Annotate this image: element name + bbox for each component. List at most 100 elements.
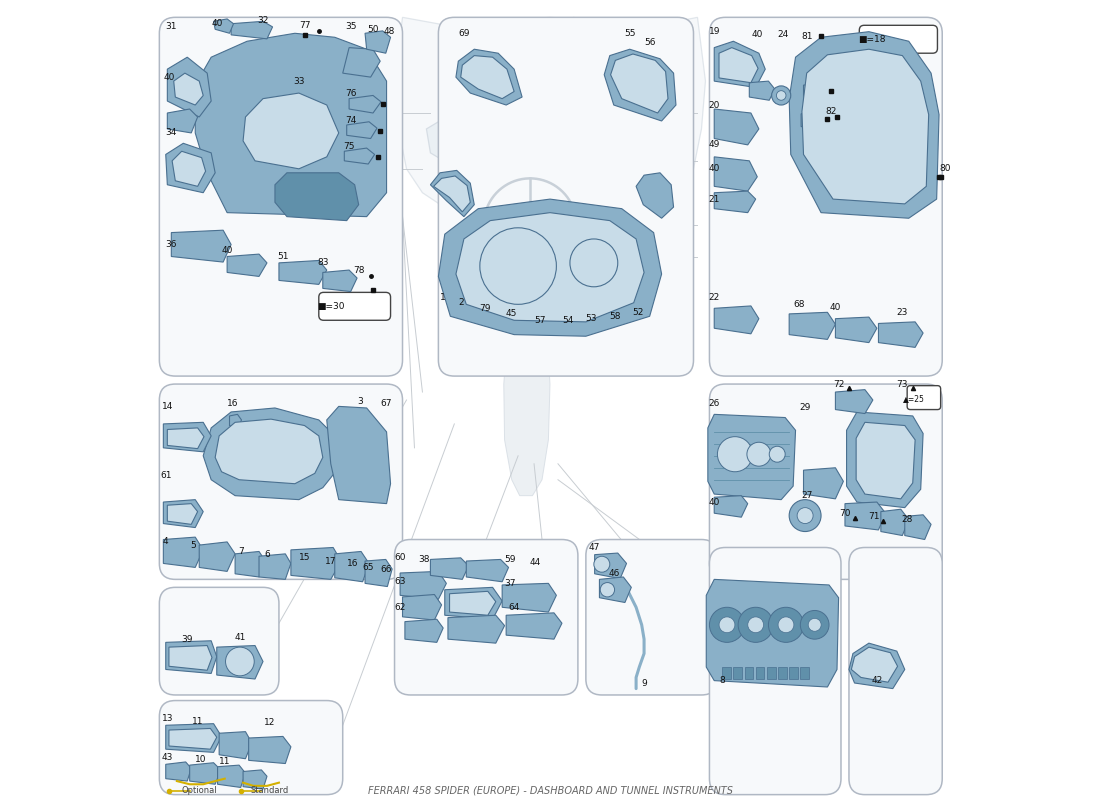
Polygon shape	[403, 594, 441, 620]
Polygon shape	[803, 83, 827, 102]
Text: 66: 66	[381, 566, 393, 574]
Circle shape	[769, 607, 803, 642]
FancyBboxPatch shape	[859, 26, 937, 54]
Polygon shape	[400, 571, 447, 599]
Circle shape	[798, 508, 813, 523]
Text: 74: 74	[345, 116, 356, 125]
Text: 7: 7	[238, 547, 243, 556]
Polygon shape	[427, 109, 673, 170]
Polygon shape	[174, 73, 204, 105]
Polygon shape	[801, 667, 810, 679]
Polygon shape	[218, 765, 245, 787]
Text: 31: 31	[166, 22, 177, 31]
Polygon shape	[734, 667, 742, 679]
Text: 17: 17	[324, 557, 337, 566]
Polygon shape	[230, 414, 242, 430]
Polygon shape	[835, 317, 877, 342]
Text: 61: 61	[160, 471, 172, 480]
Text: 6: 6	[264, 550, 270, 559]
Polygon shape	[504, 281, 550, 496]
Polygon shape	[756, 667, 764, 679]
Text: 28: 28	[902, 515, 913, 524]
Text: 40: 40	[708, 498, 719, 506]
Polygon shape	[595, 553, 627, 578]
Text: 51: 51	[277, 252, 288, 261]
Polygon shape	[213, 19, 233, 34]
Text: 63: 63	[395, 578, 406, 586]
Polygon shape	[195, 34, 386, 217]
Polygon shape	[778, 667, 786, 679]
Text: 78: 78	[353, 266, 364, 274]
Polygon shape	[216, 419, 322, 484]
Text: 8: 8	[719, 676, 725, 685]
Text: 39: 39	[182, 634, 192, 644]
Polygon shape	[802, 50, 928, 204]
Circle shape	[570, 239, 618, 286]
Polygon shape	[322, 270, 358, 291]
Polygon shape	[249, 737, 290, 763]
Text: 21: 21	[708, 194, 719, 204]
Text: 40: 40	[751, 30, 763, 39]
Polygon shape	[166, 143, 216, 193]
FancyBboxPatch shape	[908, 386, 940, 410]
Polygon shape	[395, 18, 705, 230]
Polygon shape	[450, 591, 496, 615]
Polygon shape	[455, 213, 645, 322]
Text: 5: 5	[190, 541, 196, 550]
Polygon shape	[327, 406, 390, 504]
Text: 3: 3	[358, 397, 363, 406]
Polygon shape	[166, 762, 191, 781]
Text: 14: 14	[162, 402, 173, 411]
Text: 83: 83	[317, 258, 329, 267]
Polygon shape	[334, 551, 368, 582]
Circle shape	[748, 617, 763, 633]
Polygon shape	[439, 199, 661, 336]
Polygon shape	[879, 322, 923, 347]
Polygon shape	[448, 615, 505, 643]
Text: 38: 38	[418, 555, 430, 564]
Polygon shape	[905, 515, 931, 539]
Polygon shape	[290, 547, 341, 579]
Text: 75: 75	[343, 142, 355, 151]
Polygon shape	[204, 408, 339, 500]
Polygon shape	[166, 641, 217, 674]
Text: 57: 57	[535, 316, 547, 325]
Polygon shape	[349, 95, 381, 113]
FancyBboxPatch shape	[710, 547, 842, 794]
Text: 36: 36	[166, 240, 177, 249]
FancyBboxPatch shape	[849, 547, 943, 794]
Polygon shape	[835, 390, 873, 414]
FancyBboxPatch shape	[160, 587, 279, 695]
Text: 40: 40	[221, 246, 233, 254]
Polygon shape	[167, 57, 211, 117]
Polygon shape	[258, 554, 290, 579]
Text: 52: 52	[632, 308, 644, 317]
Text: 65: 65	[363, 563, 374, 572]
Circle shape	[710, 607, 745, 642]
Polygon shape	[430, 170, 474, 217]
Circle shape	[719, 617, 735, 633]
FancyBboxPatch shape	[160, 384, 403, 579]
Text: 11: 11	[191, 717, 204, 726]
Polygon shape	[856, 422, 915, 499]
Polygon shape	[243, 93, 339, 169]
Text: 41: 41	[234, 633, 245, 642]
Polygon shape	[279, 261, 327, 285]
Text: ■=30: ■=30	[317, 302, 344, 311]
Polygon shape	[803, 468, 844, 499]
FancyBboxPatch shape	[439, 18, 693, 376]
Text: 56: 56	[644, 38, 656, 47]
Polygon shape	[365, 31, 390, 54]
Polygon shape	[849, 643, 905, 689]
Text: 48: 48	[383, 27, 395, 36]
FancyBboxPatch shape	[319, 292, 390, 320]
Text: 60: 60	[395, 553, 406, 562]
Polygon shape	[235, 551, 265, 577]
Text: FERRARI 458 SPIDER (EUROPE) - DASHBOARD AND TUNNEL INSTRUMENTS: FERRARI 458 SPIDER (EUROPE) - DASHBOARD …	[367, 786, 733, 795]
Text: 58: 58	[609, 312, 622, 321]
Polygon shape	[767, 667, 775, 679]
Polygon shape	[714, 496, 748, 517]
Text: 40: 40	[163, 73, 175, 82]
Polygon shape	[243, 770, 267, 789]
Polygon shape	[444, 587, 503, 619]
